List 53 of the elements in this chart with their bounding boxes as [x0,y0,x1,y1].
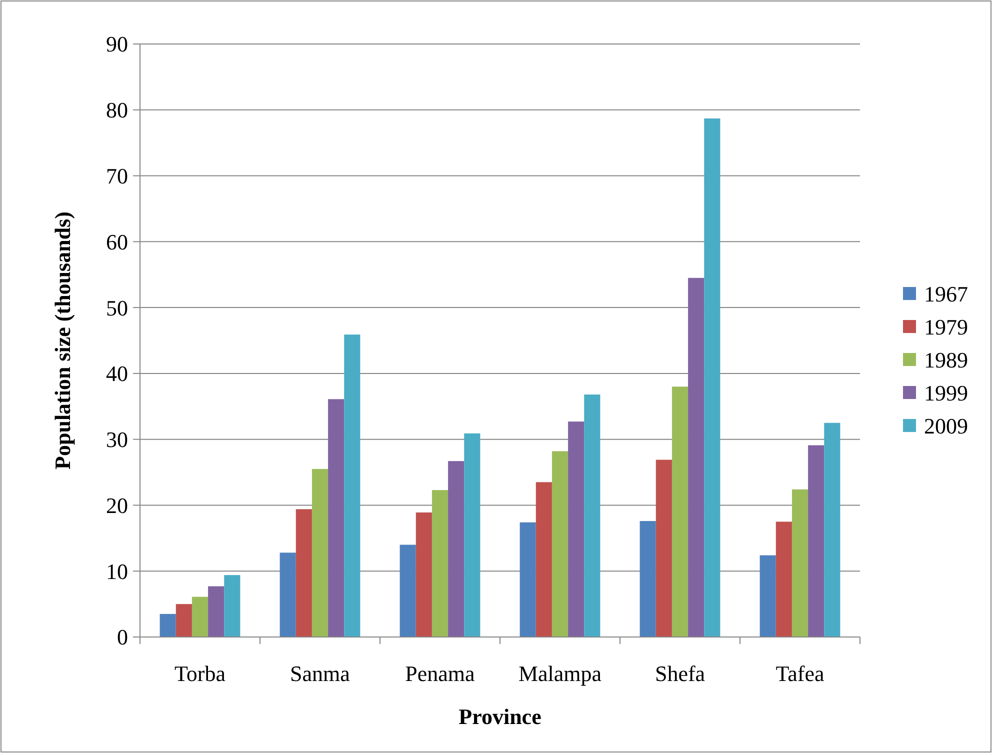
bar [344,334,360,637]
y-tick-label: 30 [106,427,128,452]
y-tick-label: 60 [106,229,128,254]
bar [464,433,480,637]
legend-label: 1967 [924,282,968,307]
y-tick-label: 40 [106,361,128,386]
bar [280,552,296,637]
bar [552,451,568,637]
bar [208,586,224,637]
bar [824,422,840,637]
bar [672,386,688,637]
bar [160,614,176,637]
bar [176,604,192,637]
y-tick-label: 90 [106,32,128,57]
bar [328,399,344,637]
y-tick-label: 80 [106,98,128,123]
bar [776,522,792,637]
bar [432,490,448,637]
legend-label: 1979 [924,314,968,340]
bar [760,555,776,637]
bar [808,445,824,637]
bar [400,544,416,637]
y-axis-title: Population size (thousands) [50,212,75,470]
x-tick-label: Penama [405,661,476,686]
y-tick-label: 70 [106,163,128,188]
bar [704,118,720,637]
x-tick-label: Shefa [654,661,706,686]
x-tick-label: Tafea [776,661,824,686]
bar [640,521,656,637]
bar [584,394,600,637]
bar [520,522,536,637]
bar [536,482,552,637]
bar [688,278,704,637]
x-axis-title: Province [458,704,542,729]
bar [296,509,312,637]
x-tick-label: Malampa [518,661,602,686]
bar [656,460,672,637]
bar [416,512,432,637]
bar [192,596,208,637]
legend-label: 1989 [924,348,968,373]
x-tick-label: Torba [174,661,226,686]
y-tick-label: 10 [106,558,128,584]
legend-label: 1999 [924,380,968,406]
y-tick-label: 50 [106,295,128,320]
y-tick-label: 20 [106,492,128,518]
bar [448,461,464,637]
bar [224,575,240,637]
legend-label: 2009 [924,414,968,439]
bar [792,489,808,637]
y-tick-label: 0 [117,624,128,650]
bar [312,468,328,637]
x-tick-label: Sanma [290,661,350,686]
bar [568,422,584,637]
